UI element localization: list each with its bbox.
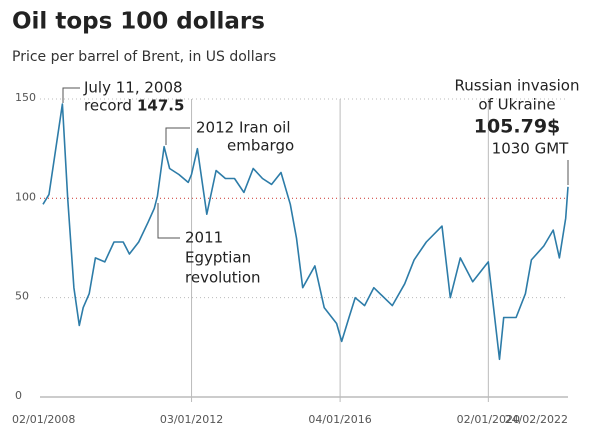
annotation: 1030 GMT (492, 140, 570, 158)
y-tick-label: 150 (15, 91, 36, 104)
y-tick-label: 100 (15, 190, 36, 203)
x-tick-label: 04/01/2016 (308, 413, 371, 426)
y-tick-label: 50 (15, 290, 29, 303)
annotation: record (84, 97, 132, 115)
price-line (42, 103, 569, 361)
annotation: 105.79$ (474, 116, 561, 138)
leader-line (165, 127, 190, 145)
annotation: 2011 (185, 229, 223, 247)
annotation: embargo (227, 137, 294, 155)
leader-line (62, 87, 80, 103)
annotation: of Ukraine (478, 96, 555, 114)
x-tick-label: 02/01/2020 (457, 413, 520, 426)
annotation: revolution (185, 269, 261, 287)
y-tick-label: 0 (15, 389, 22, 402)
annotation: July 11, 2008 (83, 79, 183, 97)
annotation: Russian invasion (455, 77, 580, 95)
x-tick-label: 03/01/2012 (160, 413, 223, 426)
annotation: 147.5 (137, 97, 184, 115)
chart-title: Oil tops 100 dollars (12, 9, 265, 35)
annotation: Egyptian (185, 249, 251, 267)
annotation: 2012 Iran oil (196, 119, 291, 137)
x-tick-label: 02/01/2008 (12, 413, 75, 426)
chart-subtitle: Price per barrel of Brent, in US dollars (12, 49, 276, 65)
x-tick-label: 24/02/2022 (505, 413, 568, 426)
leader-line (157, 203, 180, 239)
